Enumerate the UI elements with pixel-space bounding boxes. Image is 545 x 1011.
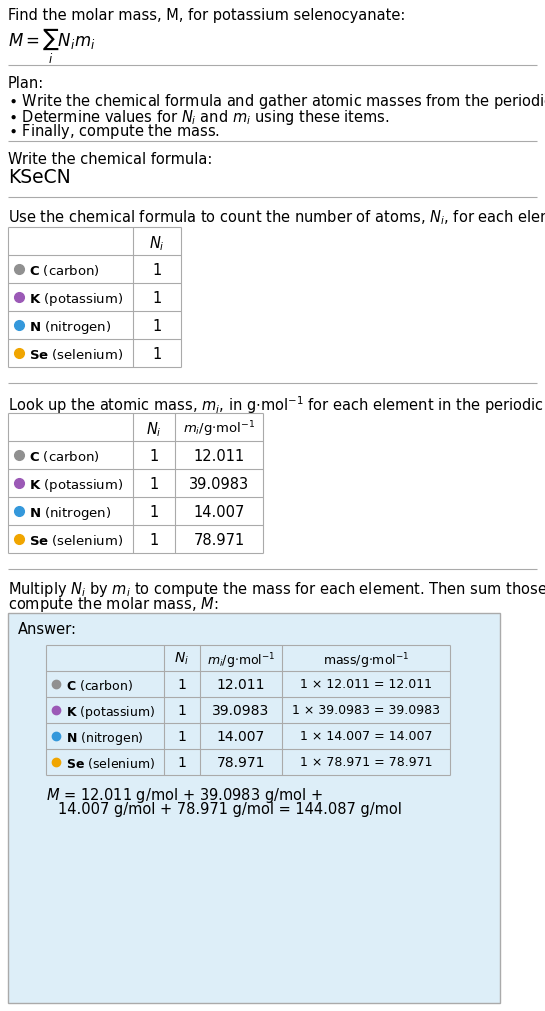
Text: $\bullet$ Determine values for $N_i$ and $m_i$ using these items.: $\bullet$ Determine values for $N_i$ and… xyxy=(8,108,390,126)
Text: Look up the atomic mass, $m_i$, in g$\cdot$mol$^{-1}$ for each element in the pe: Look up the atomic mass, $m_i$, in g$\cd… xyxy=(8,393,545,416)
Text: 12.011: 12.011 xyxy=(193,449,245,463)
Text: $\mathbf{N}$ $\mathsf{(nitrogen)}$: $\mathbf{N}$ $\mathsf{(nitrogen)}$ xyxy=(29,504,111,522)
Text: $\bullet$ Write the chemical formula and gather atomic masses from the periodic : $\bullet$ Write the chemical formula and… xyxy=(8,92,545,111)
Text: $m_i$/g$\cdot$mol$^{-1}$: $m_i$/g$\cdot$mol$^{-1}$ xyxy=(183,419,255,438)
Text: compute the molar mass, $M$:: compute the molar mass, $M$: xyxy=(8,594,219,614)
Text: 14.007: 14.007 xyxy=(193,504,245,520)
Text: $\mathbf{N}$ $\mathsf{(nitrogen)}$: $\mathbf{N}$ $\mathsf{(nitrogen)}$ xyxy=(29,318,111,336)
Text: $\mathbf{K}$ $\mathsf{(potassium)}$: $\mathbf{K}$ $\mathsf{(potassium)}$ xyxy=(29,291,123,307)
Text: $\bullet$ Finally, compute the mass.: $\bullet$ Finally, compute the mass. xyxy=(8,122,220,141)
Text: mass/g$\cdot$mol$^{-1}$: mass/g$\cdot$mol$^{-1}$ xyxy=(323,650,409,670)
Text: 1: 1 xyxy=(178,704,186,717)
Text: $N_i$: $N_i$ xyxy=(146,420,162,438)
Text: 1 × 78.971 = 78.971: 1 × 78.971 = 78.971 xyxy=(300,755,432,768)
Text: Answer:: Answer: xyxy=(18,622,77,636)
Text: Multiply $N_i$ by $m_i$ to compute the mass for each element. Then sum those val: Multiply $N_i$ by $m_i$ to compute the m… xyxy=(8,579,545,599)
Text: 1: 1 xyxy=(178,729,186,743)
Text: Write the chemical formula:: Write the chemical formula: xyxy=(8,152,213,167)
Text: Find the molar mass, M, for potassium selenocyanate:: Find the molar mass, M, for potassium se… xyxy=(8,8,405,23)
Text: 1 × 39.0983 = 39.0983: 1 × 39.0983 = 39.0983 xyxy=(292,704,440,716)
Text: 39.0983: 39.0983 xyxy=(189,476,249,491)
Text: $\mathbf{Se}$ $\mathsf{(selenium)}$: $\mathbf{Se}$ $\mathsf{(selenium)}$ xyxy=(66,755,155,770)
Text: 14.007: 14.007 xyxy=(217,729,265,743)
Text: $\mathbf{K}$ $\mathsf{(potassium)}$: $\mathbf{K}$ $\mathsf{(potassium)}$ xyxy=(66,704,155,720)
Text: $\mathbf{Se}$ $\mathsf{(selenium)}$: $\mathbf{Se}$ $\mathsf{(selenium)}$ xyxy=(29,533,123,548)
Text: $\mathbf{C}$ $\mathsf{(carbon)}$: $\mathbf{C}$ $\mathsf{(carbon)}$ xyxy=(29,449,100,463)
Text: Plan:: Plan: xyxy=(8,76,44,91)
Text: $m_i$/g$\cdot$mol$^{-1}$: $m_i$/g$\cdot$mol$^{-1}$ xyxy=(207,650,275,670)
Text: 78.971: 78.971 xyxy=(193,533,245,548)
Text: 78.971: 78.971 xyxy=(217,755,265,769)
Text: 1 × 12.011 = 12.011: 1 × 12.011 = 12.011 xyxy=(300,677,432,691)
Text: 1: 1 xyxy=(153,318,162,334)
Text: 1 × 14.007 = 14.007: 1 × 14.007 = 14.007 xyxy=(300,729,432,742)
Text: 14.007 g/mol + 78.971 g/mol = 144.087 g/mol: 14.007 g/mol + 78.971 g/mol = 144.087 g/… xyxy=(58,801,402,816)
Text: 1: 1 xyxy=(178,755,186,769)
Text: 1: 1 xyxy=(153,291,162,305)
Text: $N_i$: $N_i$ xyxy=(174,650,190,666)
Text: $M$ = 12.011 g/mol + 39.0983 g/mol +: $M$ = 12.011 g/mol + 39.0983 g/mol + xyxy=(46,786,323,804)
Text: 1: 1 xyxy=(149,476,159,491)
Text: $\mathbf{C}$ $\mathsf{(carbon)}$: $\mathbf{C}$ $\mathsf{(carbon)}$ xyxy=(29,263,100,278)
Text: $N_i$: $N_i$ xyxy=(149,234,165,253)
Text: $\mathbf{C}$ $\mathsf{(carbon)}$: $\mathbf{C}$ $\mathsf{(carbon)}$ xyxy=(66,677,133,693)
Text: 1: 1 xyxy=(153,347,162,362)
Text: $M = \sum_{i} N_i m_i$: $M = \sum_{i} N_i m_i$ xyxy=(8,26,95,66)
FancyBboxPatch shape xyxy=(8,614,500,1003)
Text: Use the chemical formula to count the number of atoms, $N_i$, for each element:: Use the chemical formula to count the nu… xyxy=(8,208,545,226)
Text: $\mathbf{N}$ $\mathsf{(nitrogen)}$: $\mathbf{N}$ $\mathsf{(nitrogen)}$ xyxy=(66,729,144,746)
Text: 1: 1 xyxy=(178,677,186,692)
Text: $\mathbf{K}$ $\mathsf{(potassium)}$: $\mathbf{K}$ $\mathsf{(potassium)}$ xyxy=(29,476,123,493)
Text: KSeCN: KSeCN xyxy=(8,168,71,187)
Text: 1: 1 xyxy=(149,449,159,463)
Text: 39.0983: 39.0983 xyxy=(213,704,270,717)
Text: 1: 1 xyxy=(149,533,159,548)
Text: 1: 1 xyxy=(149,504,159,520)
Text: 12.011: 12.011 xyxy=(217,677,265,692)
Text: $\mathbf{Se}$ $\mathsf{(selenium)}$: $\mathbf{Se}$ $\mathsf{(selenium)}$ xyxy=(29,347,123,362)
Text: 1: 1 xyxy=(153,263,162,278)
